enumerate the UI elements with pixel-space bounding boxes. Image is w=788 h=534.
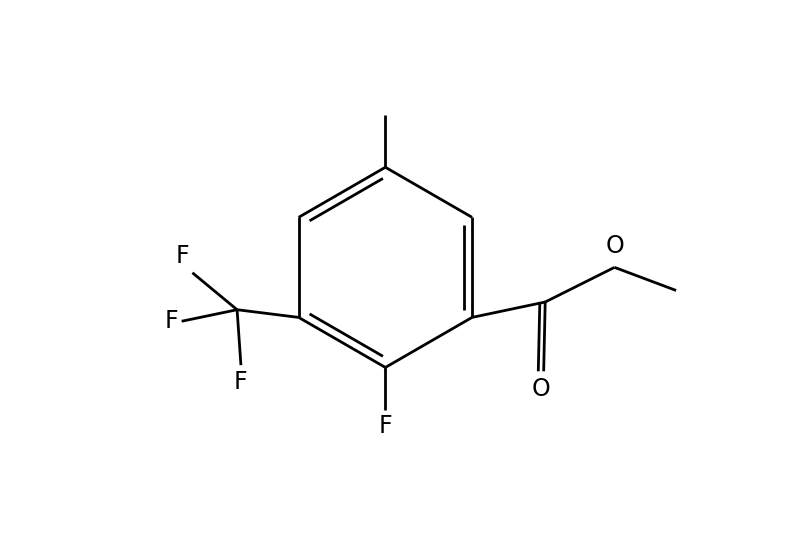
- Text: F: F: [234, 370, 247, 394]
- Text: F: F: [176, 244, 189, 268]
- Text: O: O: [532, 378, 550, 402]
- Text: F: F: [165, 309, 179, 333]
- Text: F: F: [378, 414, 392, 438]
- Text: O: O: [605, 234, 624, 258]
